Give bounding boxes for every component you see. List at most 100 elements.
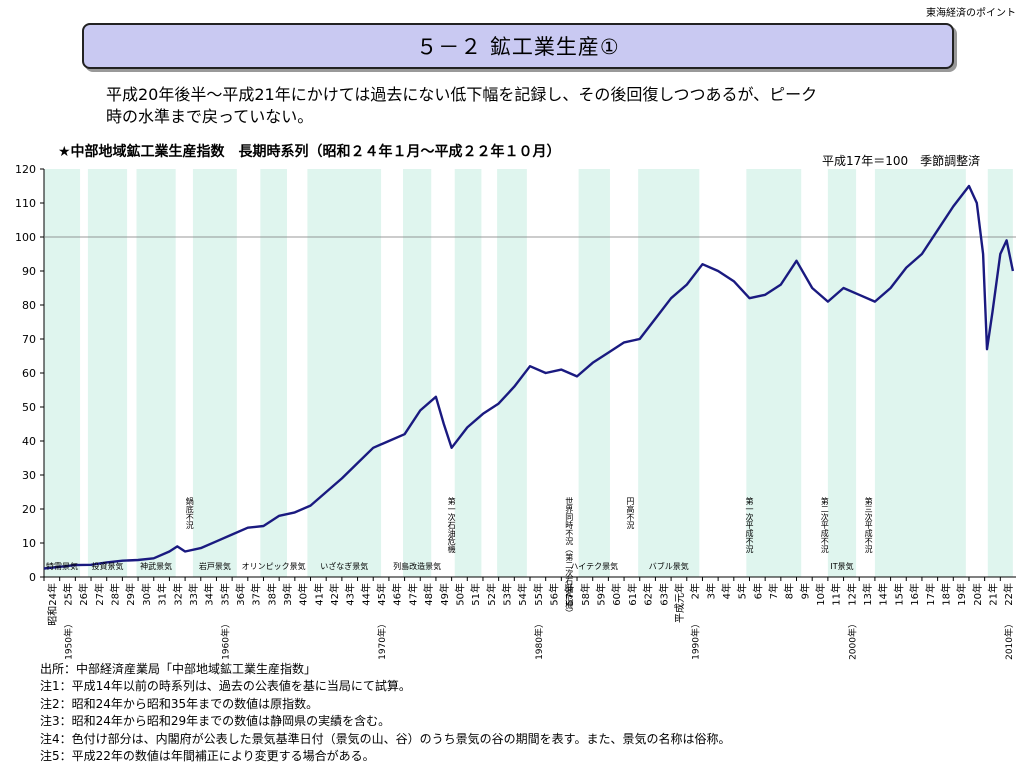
x-tick-label: 4年 (720, 583, 733, 599)
decade-marker: （2000年） (846, 619, 858, 660)
x-tick-label: 55年 (532, 583, 545, 606)
y-tick-label: 20 (22, 503, 36, 516)
trough-label: 第一次平成不況 (745, 496, 754, 554)
x-tick-label: 18年 (939, 583, 952, 606)
x-tick-label: 30年 (140, 583, 153, 606)
x-tick-label: 7年 (767, 583, 780, 599)
decade-marker: （2010年） (1003, 619, 1015, 660)
x-tick-label: 8年 (783, 583, 796, 599)
page-title: ５－２ 鉱工業生産① (82, 23, 954, 69)
decade-marker: （1950年） (63, 619, 75, 660)
y-tick-label: 110 (15, 197, 36, 210)
x-tick-label: 37年 (250, 583, 263, 606)
x-tick-label: 48年 (422, 583, 435, 606)
x-tick-label: 32年 (171, 583, 184, 606)
x-tick-label: 42年 (328, 583, 341, 606)
expansion-label: 列島改造景気 (393, 561, 441, 571)
decade-marker: （1960年） (219, 619, 231, 660)
trough-label: 鍋底不況 (185, 496, 194, 530)
x-tick-label: 39年 (281, 583, 294, 606)
y-tick-label: 60 (22, 367, 36, 380)
recession-band (136, 169, 176, 577)
x-tick-label: 60年 (610, 583, 623, 606)
footnote: 注3：昭和24年から昭和29年までの数値は静岡県の実績を含む。 (40, 714, 391, 729)
y-tick-label: 70 (22, 333, 36, 346)
x-tick-label: 15年 (892, 583, 905, 606)
x-tick-label: 50年 (453, 583, 466, 606)
x-tick-label: 25年 (62, 583, 75, 606)
x-tick-label: 2年 (689, 583, 702, 599)
expansion-label: ハイテク景気 (570, 561, 618, 571)
expansion-label: いざなぎ景気 (320, 561, 368, 571)
brand-label: 東海経済のポイント (926, 8, 1016, 19)
x-tick-label: 9年 (798, 583, 811, 599)
footnote: 注1：平成14年以前の時系列は、過去の公表値を基に当局にて試算。 (40, 679, 411, 694)
y-tick-label: 100 (15, 231, 36, 244)
recession-band (578, 169, 610, 577)
trough-label: 第二次平成不況 (820, 496, 829, 554)
recession-band (746, 169, 802, 577)
recession-band (874, 169, 966, 577)
x-tick-label: 45年 (375, 583, 388, 606)
x-tick-label: 26年 (77, 583, 90, 606)
x-tick-label: 22年 (1002, 583, 1015, 606)
x-tick-label: 11年 (830, 583, 843, 606)
x-tick-label: 28年 (109, 583, 122, 606)
expansion-label: 岩戸景気 (199, 561, 231, 571)
footnote: 注2：昭和24年から昭和35年までの数値は原指数。 (40, 696, 319, 711)
chart-title: ★中部地域鉱工業生産指数 長期時系列（昭和２４年１月～平成２２年１０月） (58, 144, 561, 160)
x-tick-label: 10年 (814, 583, 827, 606)
x-tick-label: 49年 (438, 583, 451, 606)
trough-label: 円高不況 (626, 497, 635, 530)
x-tick-label: 19年 (955, 583, 968, 606)
x-tick-label: 38年 (265, 583, 278, 606)
lead-line: 時の水準まで戻っていない。 (106, 107, 314, 126)
x-tick-label: 36年 (234, 583, 247, 606)
lead-line: 平成20年後半～平成21年にかけては過去にない低下幅を記録し、その後回復しつつあ… (106, 85, 818, 104)
x-tick-label: 34年 (203, 583, 216, 606)
decade-marker: （1990年） (690, 619, 702, 660)
y-tick-label: 40 (22, 435, 36, 448)
footnote-source: 出所：中部経済産業局「中部地域鉱工業生産指数」 (40, 662, 317, 676)
x-tick-label: 27年 (93, 583, 106, 606)
x-tick-label: 46年 (391, 583, 404, 606)
expansion-label: 特需景気 (46, 561, 78, 571)
x-tick-label: 53年 (500, 583, 513, 606)
x-tick-label: 51年 (469, 583, 482, 606)
trough-label: 第一次石油危機 (447, 496, 456, 554)
y-tick-label: 50 (22, 401, 36, 414)
x-tick-label: 47年 (406, 583, 419, 606)
x-tick-label: 40年 (297, 583, 310, 606)
x-tick-label: 31年 (156, 583, 169, 606)
x-tick-label: 13年 (861, 583, 874, 606)
x-tick-label: 63年 (657, 583, 670, 606)
expansion-label: IT景気 (830, 561, 853, 571)
x-tick-label: 43年 (344, 583, 357, 606)
x-tick-label: 14年 (877, 583, 890, 606)
x-tick-label: 29年 (124, 583, 137, 606)
recession-band (497, 169, 527, 577)
x-tick-label: 昭和24年 (46, 583, 59, 626)
x-tick-label: 62年 (642, 583, 655, 606)
recession-band (403, 169, 432, 577)
x-tick-label: 54年 (516, 583, 529, 606)
y-tick-label: 80 (22, 299, 36, 312)
x-tick-label: 6年 (751, 583, 764, 599)
trough-label: 世界同時不況（第二次石油危機） (565, 496, 574, 617)
x-tick-label: 33年 (187, 583, 200, 606)
recession-band (44, 169, 81, 577)
y-tick-label: 90 (22, 265, 36, 278)
x-tick-label: 57年 (563, 583, 576, 606)
recession-band (87, 169, 128, 577)
footnote: 注5：平成22年の数値は年間補正により変更する場合がある。 (40, 749, 375, 764)
y-tick-label: 0 (29, 571, 36, 584)
recession-band (192, 169, 237, 577)
x-tick-label: 44年 (359, 583, 372, 606)
x-tick-label: 17年 (924, 583, 937, 606)
x-tick-label: 平成元年 (673, 583, 686, 623)
x-tick-label: 41年 (312, 583, 325, 606)
x-tick-label: 52年 (485, 583, 498, 606)
y-tick-label: 10 (22, 537, 36, 550)
x-tick-label: 16年 (908, 583, 921, 606)
